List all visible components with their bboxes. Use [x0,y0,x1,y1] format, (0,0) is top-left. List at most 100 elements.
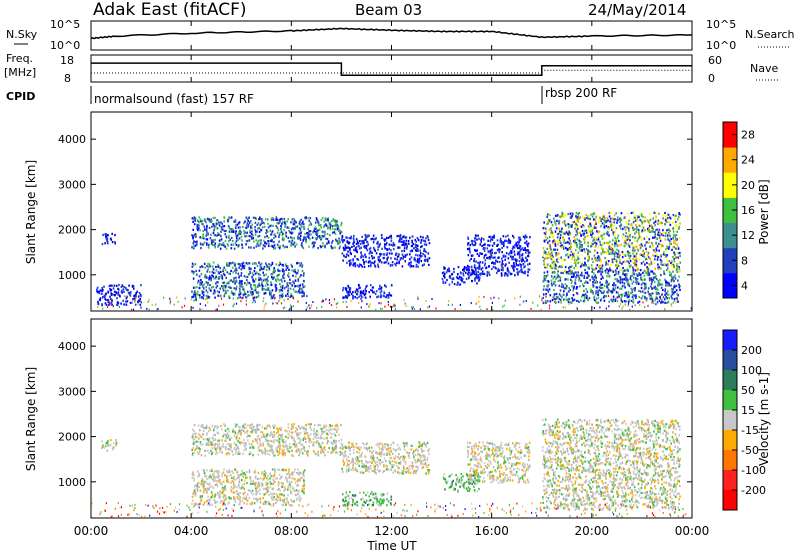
echo-cell [472,240,474,243]
echo-cell [603,294,606,298]
echo-cell [468,259,471,262]
echo-cell [208,263,211,266]
echo-cell [446,279,448,282]
echo-cell [208,437,211,440]
echo-cell [348,293,350,296]
echo-cell [312,437,315,440]
echo-cell [675,239,678,242]
echo-cell [559,275,561,279]
echo-cell [587,245,589,248]
echo-cell [658,228,661,231]
echo-cell [202,294,205,297]
echo-cell [476,238,478,241]
echo-cell [258,278,260,282]
echo-cell [661,301,663,304]
echo-cell [608,243,610,246]
echo-cell [208,270,211,274]
echo-cell [307,217,309,220]
echo-cell [547,284,550,287]
echo-cell [566,247,569,251]
echo-cell [644,283,646,286]
echo-cell [672,237,674,240]
echo-cell [126,300,129,303]
echo-cell [263,278,266,281]
echo-cell [278,288,280,292]
echo-cell [194,217,197,220]
echo-cell [592,283,594,286]
echo-cell [298,286,301,289]
echo-cell [549,255,552,258]
echo-cell [233,442,236,445]
echo-cell [300,288,303,291]
echo-cell [608,227,611,230]
echo-cell [205,424,208,427]
echo-cell [377,258,380,262]
echo-cell [246,435,248,439]
echo-cell [580,225,583,228]
echo-cell [413,247,415,250]
echo-cell [412,243,414,246]
echo-cell [621,262,623,265]
echo-cell [435,307,437,310]
echo-cell [230,262,232,265]
echo-cell [261,287,264,290]
echo-cell [526,236,528,239]
echo-cell [230,228,232,231]
echo-cell [513,265,515,268]
echo-cell [234,430,236,433]
echo-cell [604,257,606,260]
echo-cell [347,295,349,298]
echo-cell [109,237,112,240]
echo-cell [598,235,601,238]
echo-cell [405,242,408,245]
echo-cell [507,234,509,237]
echo-cell [267,236,270,239]
echo-cell [522,271,525,274]
echo-cell [516,244,519,247]
echo-cell [581,295,583,298]
echo-cell [304,236,306,239]
echo-cell [572,294,575,297]
echo-cell [475,249,477,252]
echo-cell [111,241,114,244]
echo-cell [327,217,330,220]
echo-cell [401,253,404,256]
echo-cell [564,266,567,269]
echo-cell [277,277,279,280]
echo-cell [403,239,405,243]
echo-cell [360,295,363,298]
echo-cell [269,283,272,287]
echo-cell [415,244,418,247]
echo-cell [360,251,362,255]
echo-cell [574,261,577,264]
echo-cell [517,242,520,245]
echo-cell [467,254,470,257]
echo-cell [277,274,279,277]
echo-cell [632,268,635,271]
echo-cell [625,242,627,245]
echo-cell [611,220,613,223]
echo-cell [427,306,429,309]
echo-cell [155,303,157,306]
echo-cell [566,285,568,288]
echo-cell [282,276,284,279]
echo-cell [512,255,514,258]
echo-cell [673,285,675,289]
echo-cell [649,218,652,221]
echo-cell [563,239,565,242]
echo-cell [294,220,297,224]
echo-cell [104,297,106,300]
echo-cell [299,220,301,223]
echo-cell [208,287,210,290]
echo-cell [616,221,618,224]
echo-cell [192,246,194,249]
echo-cell [592,268,594,271]
echo-cell [301,222,303,225]
echo-cell [113,284,116,287]
echo-cell [615,242,617,246]
echo-cell [192,270,195,274]
echo-cell [609,246,612,249]
echo-cell [212,216,215,219]
echo-cell [242,288,244,291]
echo-cell [202,291,205,294]
